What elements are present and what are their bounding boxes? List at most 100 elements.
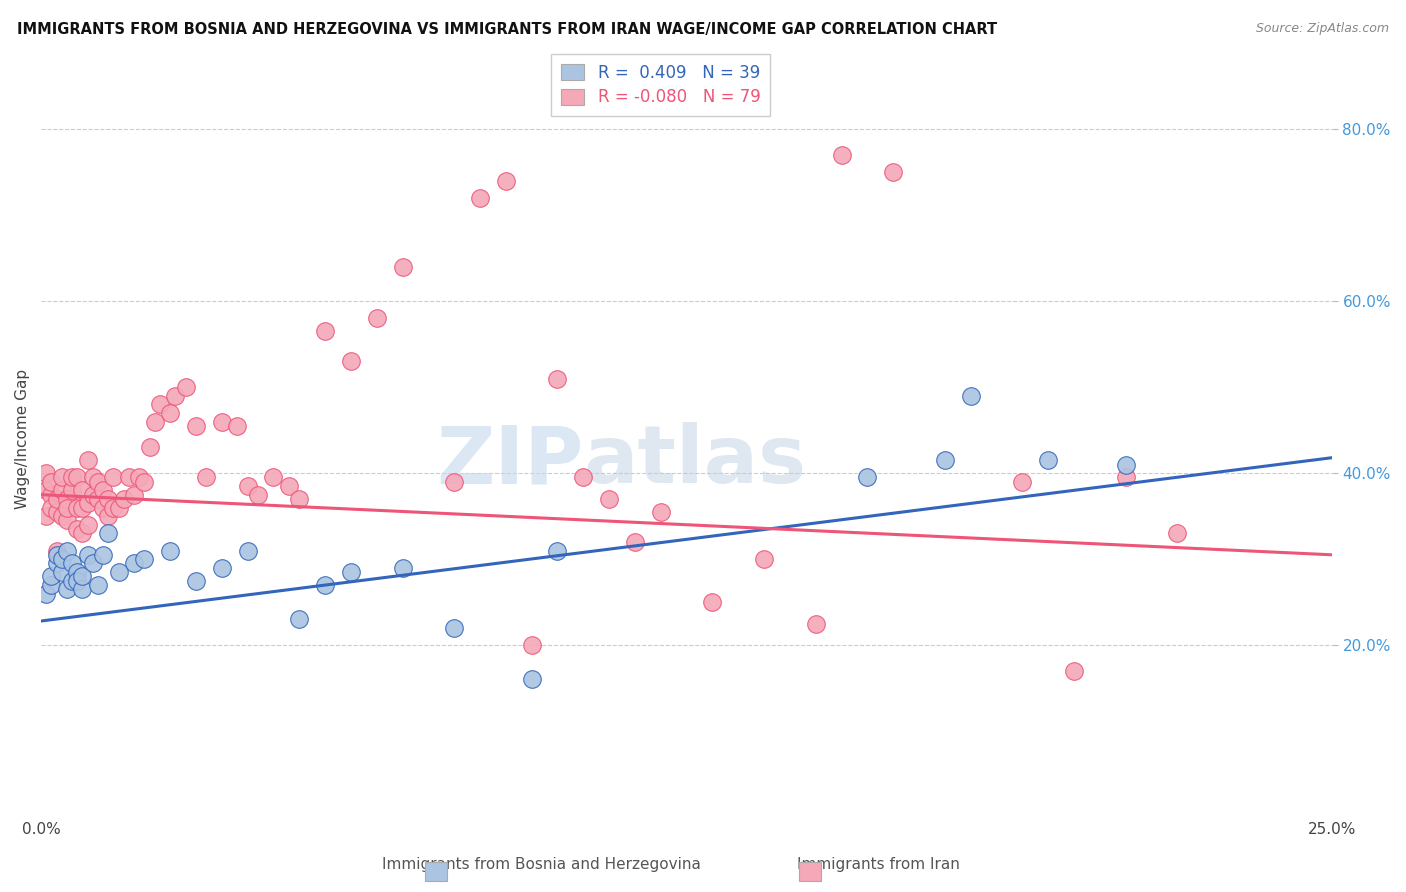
Point [87,578,110,592]
Point [128,470,150,484]
Point [45,491,67,506]
Point [340,354,363,368]
Point [195,470,218,484]
Point [56,513,79,527]
Point [165,389,187,403]
Legend: R =  0.409   N = 39, R = -0.080   N = 79: R = 0.409 N = 39, R = -0.080 N = 79 [551,54,770,117]
Point [56,543,79,558]
Point [226,418,249,433]
Point [103,500,125,515]
Point [236,479,259,493]
Point [211,560,233,574]
Point [51,483,73,498]
Point [56,582,79,597]
Point [72,526,94,541]
Point [41,578,63,592]
Point [66,470,89,484]
Point [56,500,79,515]
Point [76,496,98,510]
Point [97,491,120,506]
Point [443,475,465,489]
Point [752,552,775,566]
Point [66,565,89,579]
Point [246,488,269,502]
Point [149,397,172,411]
Point [314,578,336,592]
Point [184,418,207,433]
Point [882,165,904,179]
Point [76,453,98,467]
Point [134,552,156,566]
Point [263,470,285,484]
Text: Immigrants from Bosnia and Herzegovina: Immigrants from Bosnia and Herzegovina [382,857,700,872]
Point [66,574,89,588]
Point [35,586,58,600]
Point [184,574,207,588]
Point [72,569,94,583]
Point [547,371,569,385]
Point [650,505,672,519]
Point [211,415,233,429]
Point [41,488,63,502]
Point [91,500,114,515]
Point [91,483,114,498]
Point [391,560,413,574]
Point [107,500,129,515]
Point [122,557,145,571]
Point [76,517,98,532]
Text: atlas: atlas [583,423,807,500]
Point [624,535,647,549]
Point [41,569,63,583]
Y-axis label: Wage/Income Gap: Wage/Income Gap [15,368,30,508]
Point [97,526,120,541]
Point [51,565,73,579]
Point [87,475,110,489]
Point [959,389,981,403]
Point [118,470,141,484]
Point [103,470,125,484]
Point [1063,664,1085,678]
Point [91,548,114,562]
Point [547,543,569,558]
Point [159,406,181,420]
Point [702,595,724,609]
Point [107,565,129,579]
Point [804,616,827,631]
Point [45,543,67,558]
Point [831,148,853,162]
Point [143,415,166,429]
Point [856,470,879,484]
Point [56,491,79,506]
Point [572,470,595,484]
Point [41,475,63,489]
Point [520,638,543,652]
Point [87,491,110,506]
Point [76,548,98,562]
Point [72,483,94,498]
Point [288,612,311,626]
Point [174,380,197,394]
Point [82,488,104,502]
Point [1115,470,1137,484]
Text: Source: ZipAtlas.com: Source: ZipAtlas.com [1256,22,1389,36]
Point [598,491,620,506]
Point [35,466,58,480]
Point [138,441,160,455]
Point [122,488,145,502]
Point [278,479,301,493]
Point [340,565,363,579]
Point [97,509,120,524]
Point [45,505,67,519]
Point [51,552,73,566]
Point [72,582,94,597]
Point [35,483,58,498]
Point [41,500,63,515]
Point [1011,475,1033,489]
Text: IMMIGRANTS FROM BOSNIA AND HERZEGOVINA VS IMMIGRANTS FROM IRAN WAGE/INCOME GAP C: IMMIGRANTS FROM BOSNIA AND HERZEGOVINA V… [17,22,997,37]
Point [520,673,543,687]
Text: Immigrants from Iran: Immigrants from Iran [797,857,960,872]
Point [236,543,259,558]
Point [391,260,413,274]
Point [82,470,104,484]
Point [51,509,73,524]
